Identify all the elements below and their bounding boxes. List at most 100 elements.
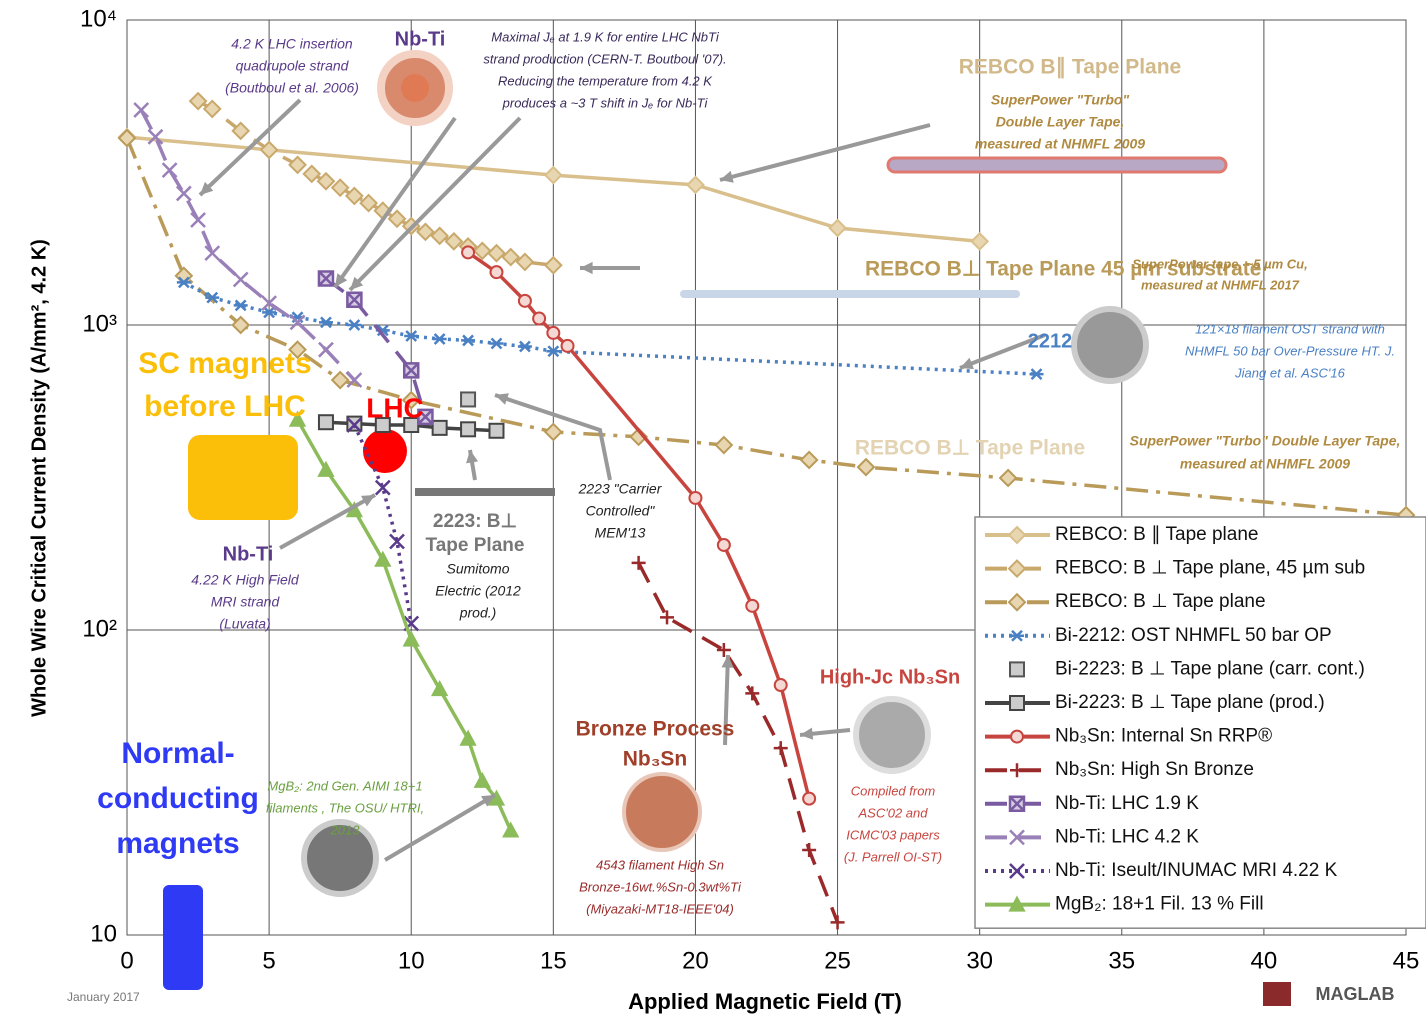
annotation: Nb-Ti [395,28,446,50]
annotation: MAGLAB [1316,984,1395,1004]
arrow [383,793,497,862]
annotation: MEM'13 [595,525,646,541]
arrow [719,123,931,182]
marker [330,178,350,198]
annotation: 2013 [330,822,361,837]
marker [546,345,561,358]
marker [416,222,435,242]
marker [317,270,335,287]
marker [359,193,379,213]
marker [1007,559,1027,579]
marker [1009,829,1025,846]
marker [317,414,334,431]
marker [543,255,563,275]
legend-label: MgB₂: 18+1 Fil. 13 % Fill [1055,894,1264,915]
marker [302,164,322,184]
annotation: MRI strand [211,594,281,610]
annotation: High-Jc Nb₃Sn [820,666,960,688]
annotation: Bronze-16wt.%Sn-0.3wt%Ti [579,879,742,894]
marker [176,276,191,289]
marker [828,218,847,238]
marker [1008,895,1026,912]
arrow [198,98,302,197]
arrow-head [960,357,974,370]
annotation: prod.) [459,605,497,621]
lhc-point [363,429,407,473]
marker [432,333,447,345]
marker [190,212,206,228]
marker [1007,592,1027,612]
normal-magnets-region [163,885,203,990]
marker [188,91,208,111]
annotation: Normal- [121,737,234,770]
marker [430,680,449,697]
marker [431,419,448,436]
marker [472,241,492,261]
marker [401,390,421,410]
annotation: January 2017 [67,990,140,1004]
marker [316,171,336,191]
annotation: SuperPower "Turbo" [991,92,1130,108]
legend-box [974,516,1426,929]
strand-image [401,74,429,102]
arrow-head [800,727,814,740]
marker [202,99,222,119]
x-axis-label: Applied Magnetic Field (T) [628,989,902,1014]
annotation: Nb₃Sn [623,748,688,771]
decorations [163,50,1291,1006]
annotation: Double Layer Tape, [996,114,1125,130]
marker [374,417,391,434]
arrow-head [466,450,479,464]
legend-label: Bi-2212: OST NHMFL 50 bar OP [1055,625,1332,646]
x-tick-label: 15 [540,947,567,974]
annotation: Bronze Process [576,718,735,741]
series-line [324,277,428,418]
annotation: before LHC [144,390,306,423]
marker [1008,795,1026,813]
x-tick-label: 10 [398,947,425,974]
marker [161,162,178,178]
tape-image [680,290,1020,298]
marker [489,265,504,280]
marker [487,243,506,263]
annotation: Controlled" [586,503,656,519]
annotation: ICMC'03 papers [846,827,940,842]
marker [1009,863,1025,879]
legend-label: Bi-2223: B ⊥ Tape plane (carr. cont.) [1055,658,1365,679]
marker [686,175,705,195]
annotation: NHMFL 50 bar Over-Pressure HT. J. [1185,343,1395,358]
marker [856,457,876,477]
arrow-head [335,273,348,287]
annotation: SC magnets [138,347,311,380]
marker [1029,368,1044,381]
annotation: Nb-Ti [223,543,274,565]
marker [1009,695,1025,711]
marker [489,337,504,350]
annotation: measured at NHMFL 2009 [1180,456,1350,472]
annotation: 4.2 K LHC insertion [231,36,353,52]
marker [515,252,535,272]
legend-label: Nb₃Sn: High Sn Bronze [1055,759,1254,780]
marker [288,410,307,427]
marker [830,915,845,930]
arrow [333,116,457,289]
logo [1263,982,1291,1006]
marker [346,417,363,433]
annotation: measured at NHMFL 2017 [1141,277,1300,292]
tape-image [886,156,1228,174]
marker [133,102,150,118]
marker [232,271,249,288]
marker [233,299,248,312]
annotation: Maximal Jₑ at 1.9 K for entire LHC NbTi [491,29,720,44]
annotation: 4543 filament High Sn [596,857,724,872]
annotation: REBCO B∥ Tape Plane [959,56,1182,79]
legend-label: Nb₃Sn: Internal Sn RRP® [1055,726,1272,747]
marker [1010,763,1024,778]
marker [799,450,819,470]
legend-label: Bi-2223: B ⊥ Tape plane (prod.) [1055,692,1325,713]
marker [461,334,476,347]
sc-magnets-region [188,435,298,520]
marker [389,533,405,550]
marker [259,140,279,160]
arrow-head [200,181,214,195]
